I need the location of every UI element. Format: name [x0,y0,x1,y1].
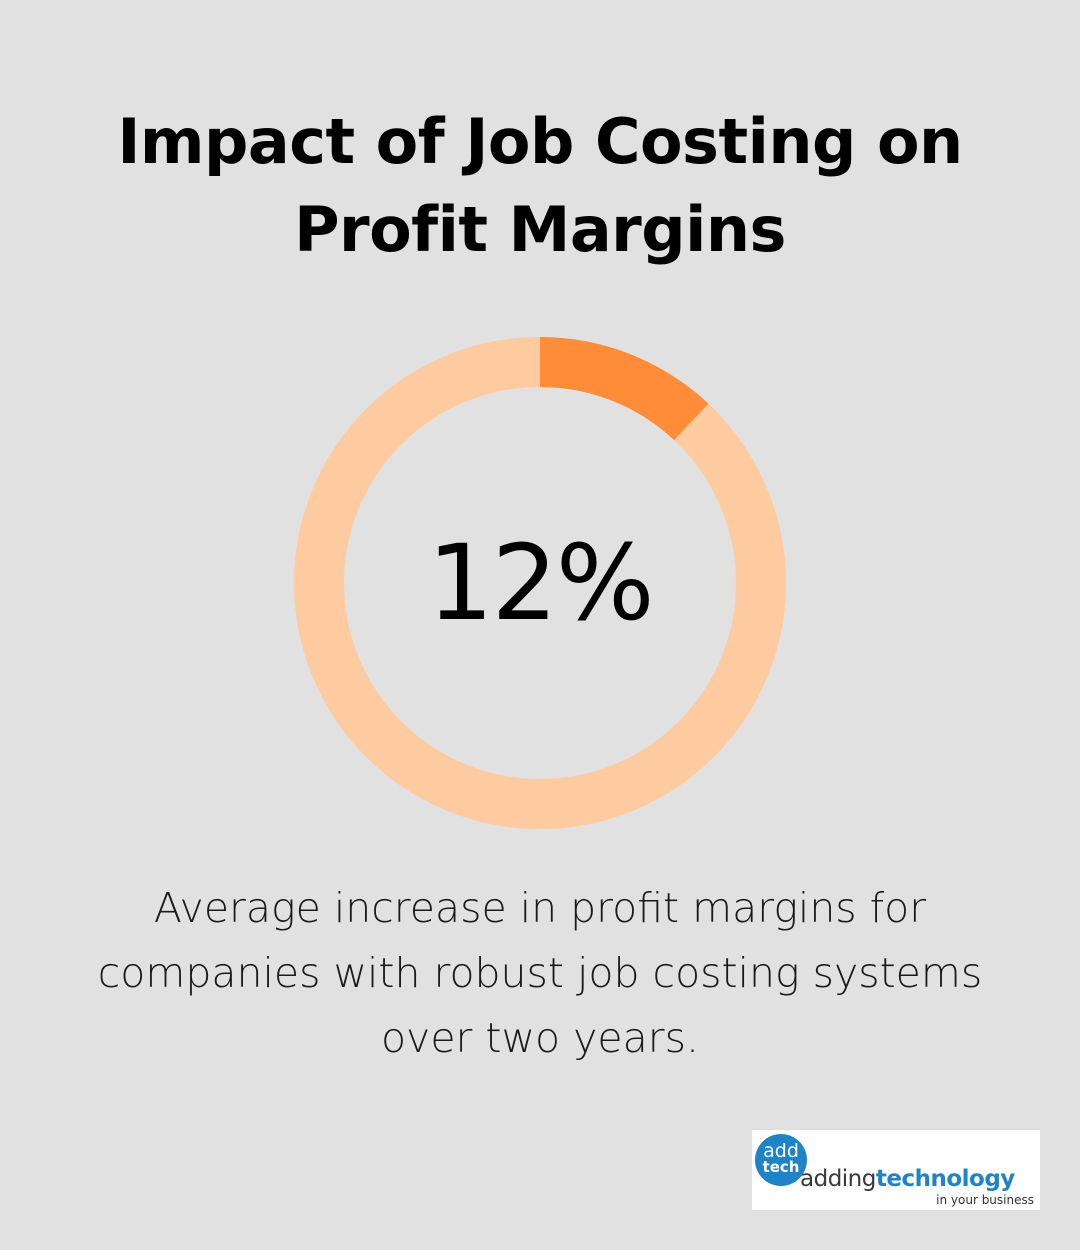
logo-tagline: in your business [936,1193,1034,1207]
donut-svg [294,337,786,829]
logo-word-technology: technology [875,1166,1015,1192]
logo-word-adding: adding [800,1166,876,1192]
logo-badge-top: add [763,1140,799,1162]
logo-badge-bottom: tech [762,1158,800,1176]
chart-title: Impact of Job Costing on Profit Margins [117,105,963,266]
logo-badge: add tech [755,1134,807,1186]
company-logo: add tech addingtechnology in your busine… [752,1130,1040,1210]
donut-chart: 12% [294,337,786,829]
donut-value-arc [539,337,709,441]
logo-wordmark: addingtechnology [800,1166,1015,1192]
donut-value-label: 12% [427,522,654,644]
chart-caption: Average increase in profit margins for c… [97,884,983,1062]
